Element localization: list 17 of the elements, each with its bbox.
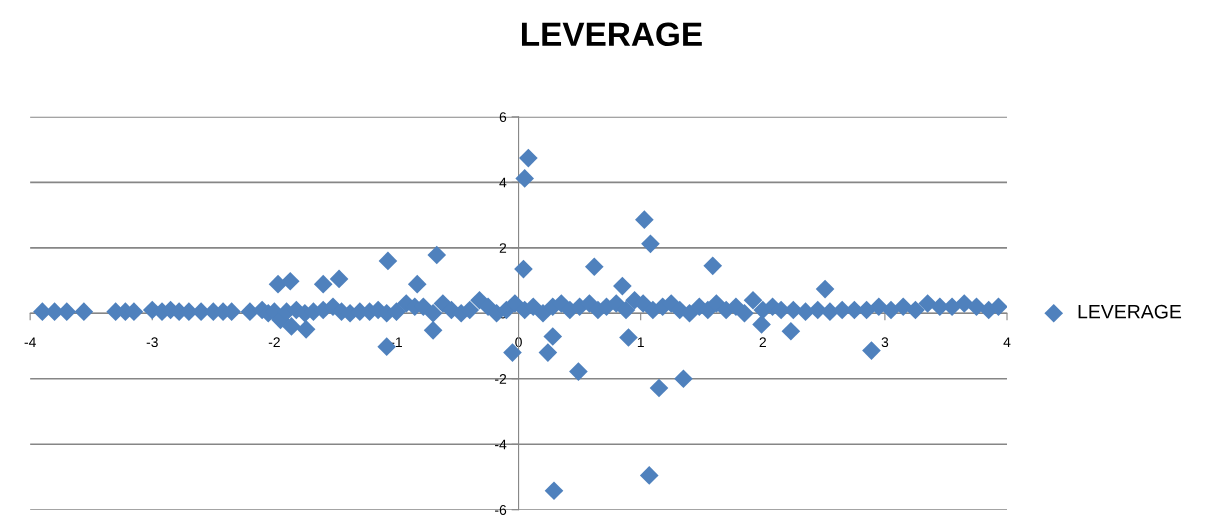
y-tick-label: -4 xyxy=(495,439,507,450)
x-tick-label: 3 xyxy=(881,337,889,348)
x-tick-label: 0 xyxy=(515,337,522,348)
y-tick-label: 2 xyxy=(499,243,507,253)
x-tick-label: 4 xyxy=(1003,337,1011,347)
x-tick-label: 2 xyxy=(759,337,766,347)
y-tick-label: -6 xyxy=(495,505,507,515)
y-tick-label: 6 xyxy=(499,112,507,122)
x-tick-label: 1 xyxy=(637,337,644,347)
x-tick-label: -1 xyxy=(390,337,402,347)
y-tick-label: 4 xyxy=(499,177,507,188)
x-tick-label: -2 xyxy=(268,337,280,347)
y-tick-label: -2 xyxy=(495,374,507,384)
chart-title: LEVERAGE xyxy=(521,22,702,47)
x-tick-label: -3 xyxy=(146,337,158,348)
legend-label: LEVERAGE xyxy=(1078,304,1182,319)
x-tick-label: -4 xyxy=(24,337,36,347)
